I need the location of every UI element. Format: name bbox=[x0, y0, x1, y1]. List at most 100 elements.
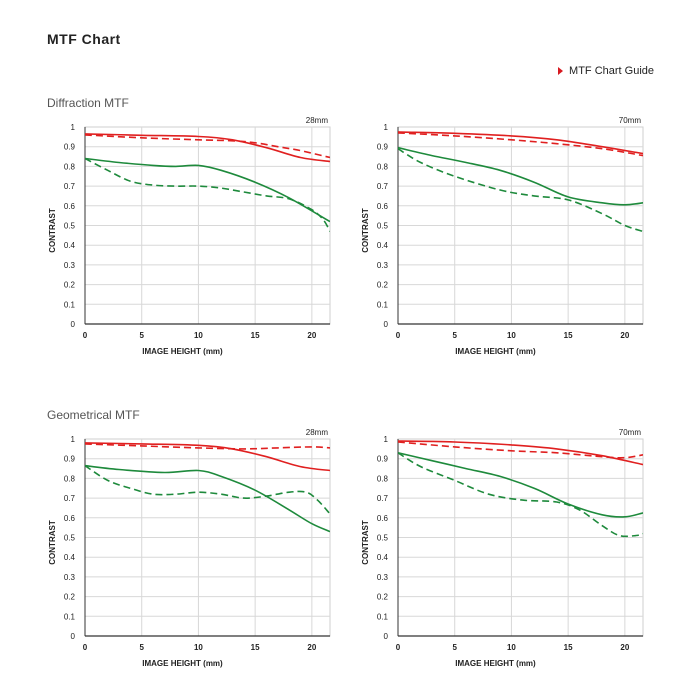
x-tick-label: 10 bbox=[194, 643, 203, 652]
y-tick-label: 0.4 bbox=[64, 241, 76, 250]
y-tick-label: 0.4 bbox=[377, 241, 389, 250]
x-tick-label: 15 bbox=[564, 643, 573, 652]
y-tick-label: 0.5 bbox=[64, 534, 76, 543]
series-green-dashed-line bbox=[398, 452, 643, 538]
y-tick-label: 1 bbox=[384, 435, 389, 444]
x-tick-label: 5 bbox=[452, 331, 457, 340]
y-tick-label: 0.9 bbox=[64, 455, 76, 464]
y-tick-label: 0.3 bbox=[377, 573, 389, 582]
y-axis-label: CONTRAST bbox=[48, 520, 57, 565]
y-tick-label: 0.7 bbox=[64, 494, 76, 503]
x-axis-label: IMAGE HEIGHT (mm) bbox=[455, 347, 536, 356]
series-red-solid-line bbox=[398, 131, 643, 155]
y-axis-label: CONTRAST bbox=[361, 520, 370, 565]
y-tick-label: 0.1 bbox=[64, 612, 76, 621]
y-tick-label: 0.3 bbox=[377, 261, 389, 270]
series-red-solid-line bbox=[85, 133, 330, 163]
y-tick-label: 0.7 bbox=[64, 182, 76, 191]
x-tick-label: 5 bbox=[139, 643, 144, 652]
mtf-chart-guide-link[interactable]: MTF Chart Guide bbox=[558, 65, 654, 77]
y-tick-label: 0.9 bbox=[377, 143, 389, 152]
x-axis-label: IMAGE HEIGHT (mm) bbox=[142, 659, 223, 668]
series-red-solid-line bbox=[398, 440, 643, 466]
x-tick-label: 10 bbox=[507, 331, 516, 340]
series-green-solid-line bbox=[398, 452, 643, 518]
y-tick-label: 0.3 bbox=[64, 573, 76, 582]
mtf-chart-diffraction-70mm: 00.10.20.30.40.50.60.70.80.910 5 10 15 2070m… bbox=[361, 116, 644, 356]
y-tick-label: 0.6 bbox=[377, 514, 389, 523]
section-title-geometrical: Geometrical MTF bbox=[47, 408, 140, 422]
y-tick-label: 0.1 bbox=[377, 300, 389, 309]
y-tick-label: 0 bbox=[384, 320, 389, 329]
y-tick-label: 0.7 bbox=[377, 494, 389, 503]
x-axis-label: IMAGE HEIGHT (mm) bbox=[455, 659, 536, 668]
series-green-dashed-line bbox=[85, 157, 330, 232]
y-tick-label: 0.9 bbox=[64, 143, 76, 152]
y-tick-label: 0.6 bbox=[377, 202, 389, 211]
y-tick-label: 0.5 bbox=[64, 222, 76, 231]
series-red-dashed-line bbox=[398, 132, 643, 157]
focal-length-label: 28mm bbox=[306, 116, 329, 125]
y-tick-label: 0 bbox=[384, 632, 389, 641]
series-green-solid-line bbox=[85, 464, 330, 533]
x-tick-label: 10 bbox=[507, 643, 516, 652]
x-tick-label: 0 bbox=[83, 331, 88, 340]
focal-length-label: 70mm bbox=[619, 428, 642, 437]
y-tick-label: 0.4 bbox=[64, 553, 76, 562]
y-tick-label: 1 bbox=[384, 123, 389, 132]
y-tick-label: 0.1 bbox=[64, 300, 76, 309]
red-triangle-icon bbox=[558, 67, 564, 75]
page-title: MTF Chart bbox=[47, 31, 121, 47]
y-tick-label: 0.2 bbox=[377, 593, 389, 602]
y-tick-label: 0.5 bbox=[377, 222, 389, 231]
y-axis-label: CONTRAST bbox=[48, 208, 57, 253]
x-tick-label: 20 bbox=[307, 331, 316, 340]
x-tick-label: 15 bbox=[251, 643, 260, 652]
x-tick-label: 5 bbox=[139, 331, 144, 340]
x-tick-label: 20 bbox=[620, 643, 629, 652]
y-tick-label: 0.5 bbox=[377, 534, 389, 543]
x-tick-label: 20 bbox=[620, 331, 629, 340]
y-tick-label: 0.4 bbox=[377, 553, 389, 562]
mtf-chart-geometrical-28mm: 00.10.20.30.40.50.60.70.80.910 5 10 15 2028m… bbox=[48, 428, 331, 668]
y-tick-label: 1 bbox=[71, 123, 76, 132]
y-tick-label: 0.3 bbox=[64, 261, 76, 270]
x-tick-label: 15 bbox=[564, 331, 573, 340]
x-tick-label: 20 bbox=[307, 643, 316, 652]
mtf-chart-guide-label: MTF Chart Guide bbox=[569, 65, 654, 77]
section-title-diffraction: Diffraction MTF bbox=[47, 96, 129, 110]
y-tick-label: 1 bbox=[71, 435, 76, 444]
x-tick-label: 5 bbox=[452, 643, 457, 652]
y-tick-label: 0.8 bbox=[64, 474, 76, 483]
series-green-solid-line bbox=[398, 146, 643, 206]
series-green-solid-line bbox=[85, 157, 330, 223]
y-tick-label: 0.8 bbox=[64, 162, 76, 171]
x-axis-label: IMAGE HEIGHT (mm) bbox=[142, 347, 223, 356]
focal-length-label: 28mm bbox=[306, 428, 329, 437]
x-tick-label: 0 bbox=[83, 643, 88, 652]
series-red-dashed-line bbox=[398, 441, 643, 459]
y-tick-label: 0.9 bbox=[377, 455, 389, 464]
y-tick-label: 0.7 bbox=[377, 182, 389, 191]
y-tick-label: 0.6 bbox=[64, 202, 76, 211]
y-axis-label: CONTRAST bbox=[361, 208, 370, 253]
y-tick-label: 0.2 bbox=[64, 593, 76, 602]
x-tick-label: 0 bbox=[396, 331, 401, 340]
series-red-dashed-line bbox=[85, 134, 330, 159]
y-tick-label: 0.8 bbox=[377, 474, 389, 483]
y-tick-label: 0.8 bbox=[377, 162, 389, 171]
series-red-dashed-line bbox=[85, 443, 330, 450]
mtf-chart-geometrical-70mm: 00.10.20.30.40.50.60.70.80.910 5 10 15 2070m… bbox=[361, 428, 644, 668]
y-tick-label: 0.2 bbox=[377, 281, 389, 290]
mtf-chart-diffraction-28mm: 00.10.20.30.40.50.60.70.80.910 5 10 15 2028m… bbox=[48, 116, 331, 356]
x-tick-label: 15 bbox=[251, 331, 260, 340]
series-green-dashed-line bbox=[398, 148, 643, 233]
y-tick-label: 0.2 bbox=[64, 281, 76, 290]
y-tick-label: 0.6 bbox=[64, 514, 76, 523]
y-tick-label: 0 bbox=[71, 632, 76, 641]
x-tick-label: 0 bbox=[396, 643, 401, 652]
x-tick-label: 10 bbox=[194, 331, 203, 340]
focal-length-label: 70mm bbox=[619, 116, 642, 125]
y-tick-label: 0 bbox=[71, 320, 76, 329]
y-tick-label: 0.1 bbox=[377, 612, 389, 621]
